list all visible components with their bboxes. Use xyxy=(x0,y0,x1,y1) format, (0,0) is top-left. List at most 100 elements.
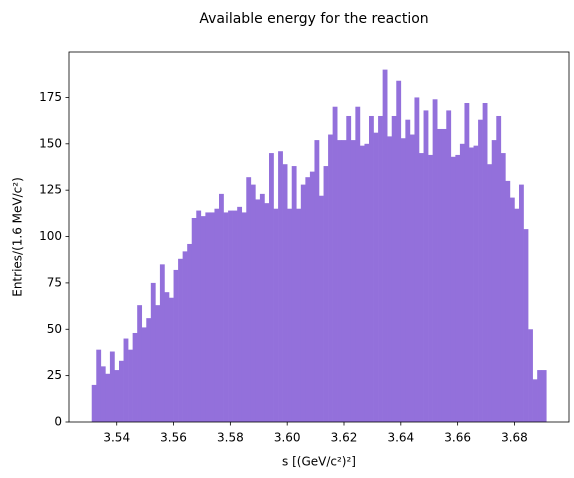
bar xyxy=(159,264,165,422)
bar xyxy=(119,360,124,422)
bar xyxy=(300,184,306,422)
bar xyxy=(164,292,170,422)
bar xyxy=(191,217,197,422)
x-tick-label: 3.62 xyxy=(331,431,358,445)
bar xyxy=(532,379,538,422)
bar xyxy=(91,384,97,422)
bar xyxy=(259,193,265,422)
y-tick-label: 150 xyxy=(39,136,62,150)
bar xyxy=(273,208,279,422)
bar xyxy=(114,370,120,422)
bar xyxy=(446,110,452,422)
bar xyxy=(519,184,524,422)
x-tick-label: 3.64 xyxy=(387,431,414,445)
bar xyxy=(323,166,329,422)
bar xyxy=(482,103,488,422)
bar xyxy=(509,197,515,422)
bar xyxy=(500,153,506,422)
bar xyxy=(405,119,411,422)
y-tick-label: 175 xyxy=(39,90,62,104)
bar xyxy=(473,145,479,422)
bar xyxy=(491,140,497,422)
bar xyxy=(487,164,493,423)
bar xyxy=(319,195,324,422)
bar xyxy=(278,151,283,422)
bar xyxy=(155,305,161,422)
bar xyxy=(382,69,388,422)
bar xyxy=(255,199,261,422)
bar xyxy=(523,229,529,422)
bar xyxy=(409,134,415,423)
bar xyxy=(423,110,429,422)
x-axis-label: s [(GeV/c²)²] xyxy=(282,455,356,469)
bar xyxy=(132,332,138,422)
bar xyxy=(237,206,243,422)
bar xyxy=(209,212,215,422)
bar xyxy=(464,103,470,422)
bar xyxy=(387,136,393,422)
bar xyxy=(346,115,352,423)
bar xyxy=(182,251,188,422)
bar xyxy=(137,305,143,422)
bar xyxy=(341,140,347,422)
chart-title: Available energy for the reaction xyxy=(199,11,428,27)
bar xyxy=(391,115,397,423)
x-tick-label: 3.58 xyxy=(217,431,244,445)
bar xyxy=(328,134,333,423)
y-tick-label: 25 xyxy=(47,368,62,382)
bar xyxy=(219,193,224,422)
y-tick-label: 75 xyxy=(47,275,62,289)
bar xyxy=(459,143,465,422)
bar xyxy=(528,329,533,422)
bar xyxy=(373,132,379,422)
bar xyxy=(332,106,338,422)
bar xyxy=(432,99,438,422)
bar xyxy=(287,208,293,422)
bar xyxy=(419,153,424,422)
x-tick-label: 3.54 xyxy=(103,431,130,445)
bar xyxy=(337,140,343,422)
bar xyxy=(232,210,238,422)
bar xyxy=(441,128,447,423)
bar xyxy=(141,327,147,422)
bar xyxy=(96,349,102,422)
bar xyxy=(314,140,320,422)
bar xyxy=(369,115,374,423)
bar xyxy=(282,164,288,423)
bar xyxy=(123,338,129,422)
bar xyxy=(450,156,456,422)
y-axis-label: Entries/(1.6 MeV/c²) xyxy=(11,177,25,297)
bar xyxy=(541,370,547,422)
bar xyxy=(100,366,106,422)
bar xyxy=(187,243,193,422)
bar xyxy=(350,140,356,422)
bar xyxy=(228,210,233,422)
axes-frame xyxy=(68,51,570,423)
bar xyxy=(305,177,311,422)
bar xyxy=(105,373,111,422)
y-tick-label: 100 xyxy=(39,229,62,243)
bar xyxy=(400,138,406,422)
bar xyxy=(309,171,315,422)
bar xyxy=(269,153,274,422)
bar xyxy=(469,147,474,422)
bar xyxy=(496,115,502,423)
bar xyxy=(537,370,543,422)
bar xyxy=(150,282,156,422)
plot-area xyxy=(91,69,547,423)
x-tick-label: 3.68 xyxy=(501,431,528,445)
y-tick-label: 0 xyxy=(54,415,62,429)
x-tick-label: 3.66 xyxy=(444,431,471,445)
x-tick-label: 3.56 xyxy=(160,431,187,445)
bar xyxy=(296,208,302,422)
bar xyxy=(169,297,174,422)
bar xyxy=(505,180,511,422)
bar xyxy=(178,258,183,422)
bar xyxy=(109,351,115,422)
y-tick-label: 125 xyxy=(39,183,62,197)
bar xyxy=(205,212,211,422)
bar xyxy=(364,143,370,422)
x-tick-label: 3.60 xyxy=(274,431,301,445)
bar xyxy=(241,212,247,422)
